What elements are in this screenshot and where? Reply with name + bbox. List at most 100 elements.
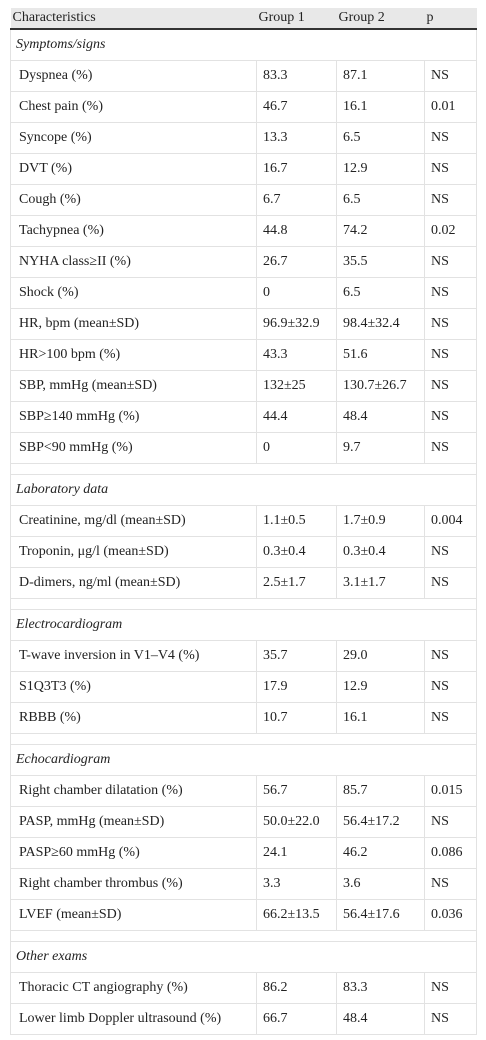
cell: SBP, mmHg (mean±SD) [10,370,257,402]
cell: 56.4±17.2 [336,806,425,838]
cell: 66.2±13.5 [256,899,337,931]
header-cell: Group 1 [256,8,337,30]
header-cell: Characteristics [10,8,257,30]
cell: 0.01 [424,91,477,123]
header-cell: p [424,8,477,30]
data-row: Cough (%) 6.7 6.5 NS [10,184,477,216]
data-row: RBBB (%) 10.7 16.1 NS [10,702,477,734]
section-row: Other exams [10,941,477,973]
cell: Thoracic CT angiography (%) [10,972,257,1004]
cell: NS [424,640,477,672]
cell: 12.9 [336,671,425,703]
section-title: Symptoms/signs [10,28,477,61]
cell: NS [424,277,477,309]
cell: NS [424,868,477,900]
data-row: Creatinine, mg/dl (mean±SD) 1.1±0.5 1.7±0.… [10,505,477,537]
cell: 6.5 [336,277,425,309]
cell: NS [424,806,477,838]
spacer-row [10,463,477,475]
cell: 96.9±32.9 [256,308,337,340]
data-row: LVEF (mean±SD) 66.2±13.5 56.4±17.6 0.036 [10,899,477,931]
cell: 6.7 [256,184,337,216]
cell: NS [424,370,477,402]
data-row: Dyspnea (%) 83.3 87.1 NS [10,60,477,92]
cell: NS [424,702,477,734]
cell: D-dimers, ng/ml (mean±SD) [10,567,257,599]
cell: 3.6 [336,868,425,900]
cell: 44.4 [256,401,337,433]
cell: NS [424,972,477,1004]
spacer-cell [10,733,477,745]
cell: DVT (%) [10,153,257,185]
cell: 24.1 [256,837,337,869]
cell: HR, bpm (mean±SD) [10,308,257,340]
data-row: Lower limb Doppler ultrasound (%) 66.7 48.… [10,1003,477,1035]
cell: 10.7 [256,702,337,734]
cell: Dyspnea (%) [10,60,257,92]
cell: Right chamber dilatation (%) [10,775,257,807]
data-row: Thoracic CT angiography (%) 86.2 83.3 NS [10,972,477,1004]
cell: Chest pain (%) [10,91,257,123]
cell: 6.5 [336,184,425,216]
cell: Creatinine, mg/dl (mean±SD) [10,505,257,537]
cell: Lower limb Doppler ultrasound (%) [10,1003,257,1035]
cell: 16.1 [336,702,425,734]
cell: 66.7 [256,1003,337,1035]
cell: NS [424,153,477,185]
cell: NS [424,122,477,154]
cell: Syncope (%) [10,122,257,154]
cell: 0.3±0.4 [256,536,337,568]
cell: 1.7±0.9 [336,505,425,537]
spacer-cell [10,930,477,942]
data-row: Right chamber dilatation (%) 56.7 85.7 0.01… [10,775,477,807]
cell: 26.7 [256,246,337,278]
section-row: Symptoms/signs [10,28,477,61]
data-row: Chest pain (%) 46.7 16.1 0.01 [10,91,477,123]
cell: HR>100 bpm (%) [10,339,257,371]
data-row: DVT (%) 16.7 12.9 NS [10,153,477,185]
cell: 46.2 [336,837,425,869]
spacer-cell [10,598,477,610]
section-title: Electrocardiogram [10,609,477,641]
cell: 0 [256,432,337,464]
data-row: HR>100 bpm (%) 43.3 51.6 NS [10,339,477,371]
cell: PASP, mmHg (mean±SD) [10,806,257,838]
cell: SBP<90 mmHg (%) [10,432,257,464]
cell: SBP≥140 mmHg (%) [10,401,257,433]
cell: 130.7±26.7 [336,370,425,402]
data-row: D-dimers, ng/ml (mean±SD) 2.5±1.7 3.1±1.7 N… [10,567,477,599]
data-row: HR, bpm (mean±SD) 96.9±32.9 98.4±32.4 NS [10,308,477,340]
cell: 35.7 [256,640,337,672]
cell: 13.3 [256,122,337,154]
section-row: Laboratory data [10,474,477,506]
cell: 6.5 [336,122,425,154]
cell: NS [424,184,477,216]
cell: NS [424,567,477,599]
table-body: Symptoms/signs Dyspnea (%) 83.3 87.1 NS Chest… [10,28,477,1035]
spacer-row [10,733,477,745]
cell: Tachypnea (%) [10,215,257,247]
cell: 17.9 [256,671,337,703]
cell: 44.8 [256,215,337,247]
cell: 48.4 [336,401,425,433]
cell: 74.2 [336,215,425,247]
section-title: Laboratory data [10,474,477,506]
cell: 3.3 [256,868,337,900]
cell: 98.4±32.4 [336,308,425,340]
cell: 0.086 [424,837,477,869]
cell: 0.02 [424,215,477,247]
cell: 16.1 [336,91,425,123]
cell: 86.2 [256,972,337,1004]
data-row: SBP, mmHg (mean±SD) 132±25 130.7±26.7 NS [10,370,477,402]
cell: NS [424,432,477,464]
cell: Troponin, μg/l (mean±SD) [10,536,257,568]
cell: NYHA class≥II (%) [10,246,257,278]
cell: NS [424,671,477,703]
cell: NS [424,536,477,568]
cell: 43.3 [256,339,337,371]
section-title: Echocardiogram [10,744,477,776]
